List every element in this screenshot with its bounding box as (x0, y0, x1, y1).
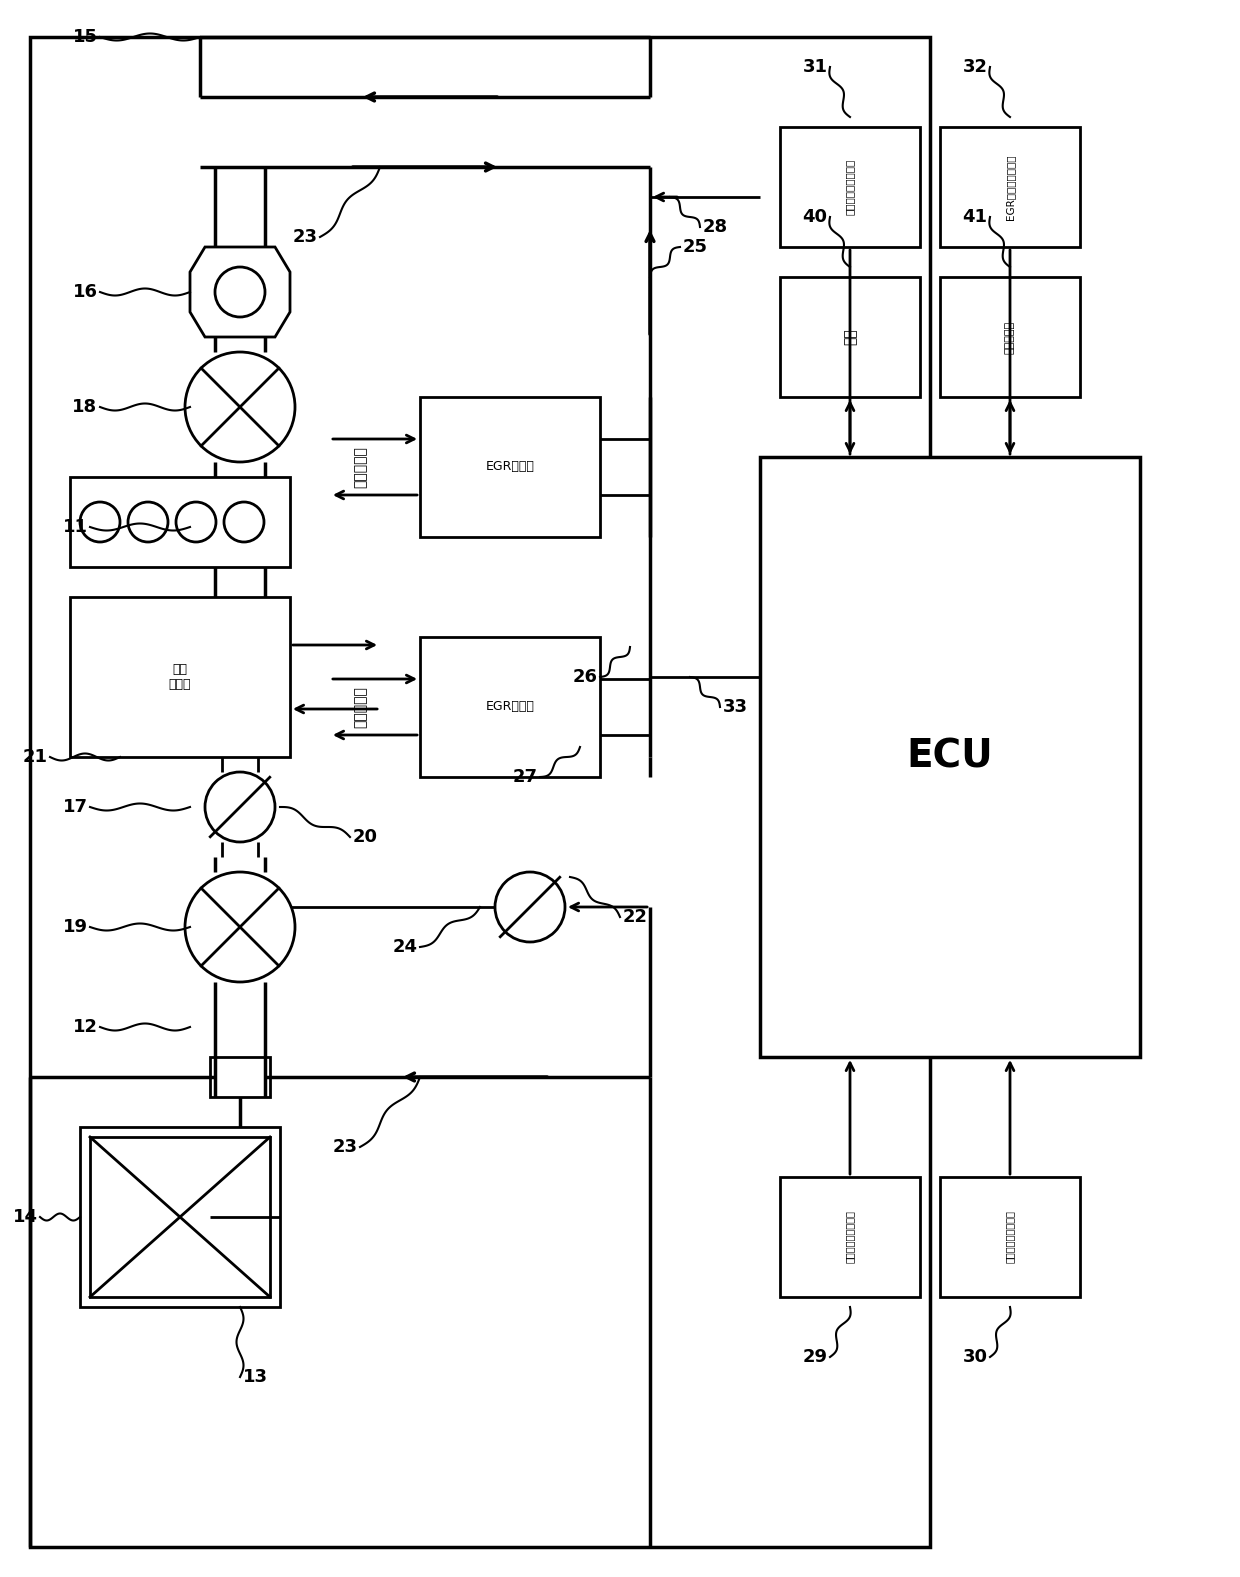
Circle shape (81, 501, 120, 542)
Text: 11: 11 (62, 517, 88, 536)
Text: 26: 26 (573, 669, 598, 686)
Text: 21: 21 (22, 747, 47, 766)
Text: 30: 30 (962, 1348, 987, 1366)
Circle shape (185, 872, 295, 982)
Bar (780, 1176, 920, 1296)
Text: 28: 28 (702, 218, 728, 237)
Bar (69, 476, 290, 568)
Text: 外部空气温度传感器: 外部空气温度传感器 (1004, 1211, 1016, 1263)
Circle shape (128, 501, 167, 542)
Text: 40: 40 (802, 208, 827, 226)
Text: 水泵: 水泵 (843, 328, 857, 345)
Text: 低温水系统: 低温水系统 (353, 446, 367, 487)
Text: 流量控制阀: 流量控制阀 (1004, 320, 1016, 353)
Text: ECU: ECU (906, 738, 993, 776)
Circle shape (495, 872, 565, 941)
Text: 19: 19 (62, 918, 88, 937)
Text: 18: 18 (72, 397, 98, 416)
Text: 13: 13 (243, 1367, 268, 1386)
Text: 22: 22 (622, 908, 647, 926)
Text: 24: 24 (393, 938, 418, 956)
Text: 12: 12 (72, 1019, 98, 1036)
Text: EGR气体温度传感器: EGR气体温度传感器 (1004, 155, 1016, 219)
Text: 32: 32 (962, 58, 987, 76)
Text: 33: 33 (723, 699, 748, 716)
Bar (940, 128, 1080, 248)
Text: 31: 31 (802, 58, 827, 76)
Text: 中间
冷却器: 中间 冷却器 (169, 662, 191, 691)
Circle shape (215, 267, 265, 317)
Text: 41: 41 (962, 208, 987, 226)
Bar (210, 1057, 270, 1098)
Text: 23: 23 (332, 1139, 357, 1156)
Text: 高温水系统: 高温水系统 (353, 686, 367, 729)
Bar (940, 278, 1080, 397)
Text: 外部空气温度传感器: 外部空气温度传感器 (844, 1211, 856, 1263)
Polygon shape (190, 248, 290, 337)
Text: 16: 16 (72, 282, 98, 301)
Bar (940, 1176, 1080, 1296)
Bar (69, 598, 290, 757)
Circle shape (185, 352, 295, 462)
Text: 14: 14 (12, 1208, 37, 1225)
Bar (760, 457, 1140, 1057)
Circle shape (224, 501, 264, 542)
Text: 17: 17 (62, 798, 88, 815)
Bar (420, 397, 600, 538)
Text: 15: 15 (72, 28, 98, 46)
Bar (30, 36, 930, 1547)
Text: 吸入气体温度传感器: 吸入气体温度传感器 (844, 159, 856, 214)
Text: 27: 27 (512, 768, 537, 785)
Text: 23: 23 (293, 229, 317, 246)
Circle shape (205, 773, 275, 842)
Bar (91, 1137, 270, 1296)
Circle shape (176, 501, 216, 542)
Text: 20: 20 (352, 828, 377, 845)
Bar (780, 278, 920, 397)
Bar (81, 1128, 280, 1307)
Bar (420, 637, 600, 777)
Text: EGR冷却器: EGR冷却器 (486, 460, 534, 473)
Bar (780, 128, 920, 248)
Text: EGR加热器: EGR加热器 (486, 700, 534, 713)
Text: 25: 25 (682, 238, 708, 255)
Text: 29: 29 (802, 1348, 827, 1366)
